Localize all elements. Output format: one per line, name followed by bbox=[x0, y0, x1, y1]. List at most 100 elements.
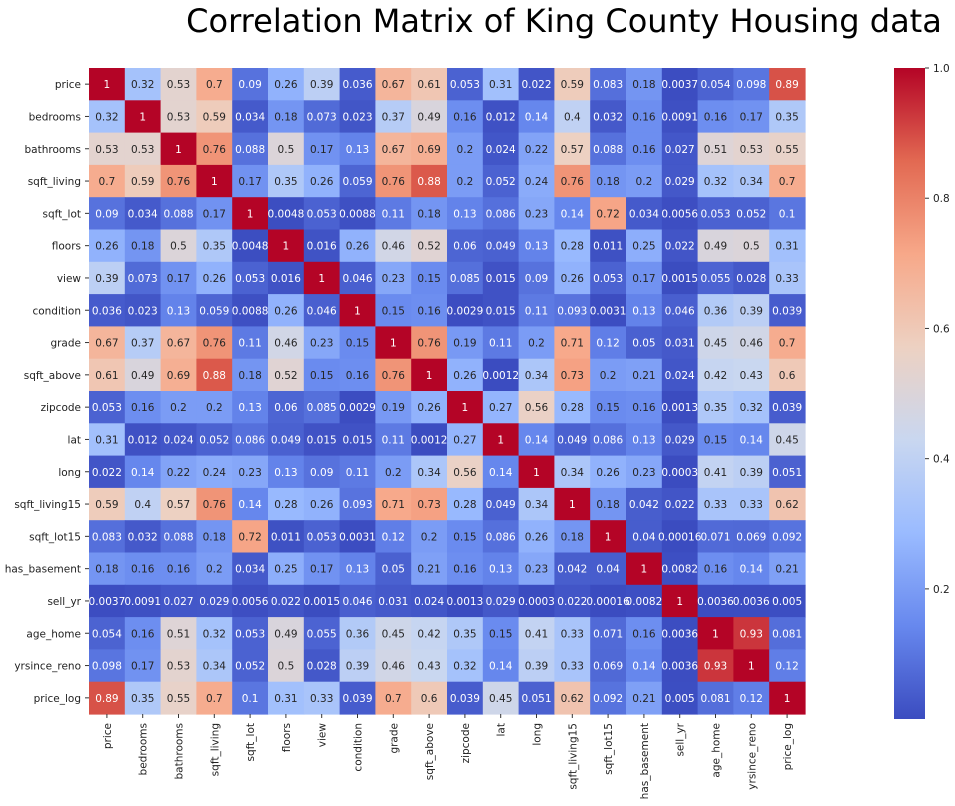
heatmap-cell-sqft_above-price_log bbox=[769, 358, 806, 392]
heatmap-cell-price_log-has_basement bbox=[626, 681, 663, 715]
heatmap-cell-sqft_above-sqft_lot15 bbox=[590, 358, 627, 392]
cell-value-label: 0.034 bbox=[629, 208, 659, 220]
heatmap-cell-has_basement-sqft_lot bbox=[232, 552, 269, 586]
cell-value-label: 0.17 bbox=[203, 208, 226, 220]
cell-value-label: 0.67 bbox=[382, 79, 405, 91]
heatmap-cell-sqft_living-lat bbox=[482, 164, 520, 198]
heatmap-cell-condition-sqft_lot15 bbox=[590, 294, 627, 327]
heatmap-cell-floors-sqft_above bbox=[411, 229, 448, 263]
colorbar-tick-label: 0.6 bbox=[933, 323, 950, 335]
cell-value-label: 0.022 bbox=[665, 499, 695, 511]
cell-value-label: 0.0031 bbox=[339, 531, 376, 543]
heatmap-cell-zipcode-bedrooms bbox=[124, 391, 162, 424]
heatmap-cell-age_home-has_basement bbox=[626, 617, 663, 650]
y-tick-label: sqft_lot15 bbox=[29, 531, 81, 543]
x-tick-label: yrsince_reno bbox=[746, 723, 758, 790]
cell-value-label: 0.33 bbox=[561, 628, 584, 640]
cell-value-label: 0.26 bbox=[453, 370, 477, 382]
cell-value-label: 0.053 bbox=[450, 79, 480, 91]
heatmap-cell-grade-sqft_lot bbox=[232, 326, 269, 360]
cell-value-label: 0.14 bbox=[632, 661, 656, 673]
cell-value-label: 0.45 bbox=[775, 434, 798, 446]
heatmap-cell-price-view bbox=[303, 68, 341, 101]
heatmap-cell-lat-price bbox=[89, 423, 126, 457]
heatmap-cell-sqft_living15-sell_yr bbox=[661, 487, 699, 521]
cell-value-label: 0.26 bbox=[596, 467, 620, 479]
cell-value-label: 0.039 bbox=[772, 402, 802, 414]
heatmap-cell-bathrooms-price_log bbox=[769, 132, 806, 166]
cell-value-label: 0.33 bbox=[704, 499, 727, 511]
heatmap-cell-price_log-bedrooms bbox=[124, 681, 162, 715]
cell-value-label: 0.0013 bbox=[447, 596, 484, 608]
heatmap-cell-yrsince_reno-sqft_living bbox=[196, 649, 233, 683]
heatmap-cell-sqft_living-has_basement bbox=[626, 164, 663, 198]
heatmap-cell-condition-long bbox=[518, 294, 555, 327]
cell-value-label: 0.17 bbox=[167, 273, 190, 285]
cell-value-label: 0.71 bbox=[382, 499, 405, 511]
cell-value-label: 0.015 bbox=[307, 434, 337, 446]
heatmap-cell-price-bedrooms bbox=[124, 68, 162, 101]
cell-value-label: 0.26 bbox=[346, 241, 370, 253]
heatmap-cell-condition-grade bbox=[375, 294, 412, 327]
cell-value-label: 0.088 bbox=[235, 144, 265, 156]
heatmap-cell-lat-sqft_lot bbox=[232, 423, 269, 457]
cell-value-label: 0.17 bbox=[740, 111, 763, 123]
heatmap-cell-price_log-sqft_above bbox=[411, 681, 448, 715]
heatmap-cell-sqft_above-age_home bbox=[697, 358, 734, 392]
heatmap-cell-has_basement-sqft_above bbox=[411, 552, 448, 586]
cell-value-label: 0.18 bbox=[632, 79, 655, 91]
heatmap-cell-lat-bedrooms bbox=[124, 423, 162, 457]
cell-value-label: 0.022 bbox=[521, 79, 551, 91]
cell-value-label: 0.016 bbox=[307, 241, 337, 253]
heatmap-cell-bathrooms-sqft_lot15 bbox=[590, 132, 627, 166]
heatmap-cell-yrsince_reno-yrsince_reno bbox=[733, 649, 770, 683]
heatmap-cell-has_basement-bathrooms bbox=[160, 552, 197, 586]
y-tick-label: yrsince_reno bbox=[14, 661, 81, 673]
heatmap-cell-price_log-sell_yr bbox=[661, 681, 699, 715]
cell-value-label: 0.005 bbox=[772, 596, 802, 608]
cell-value-label: 0.071 bbox=[700, 531, 730, 543]
cell-value-label: 0.14 bbox=[131, 467, 155, 479]
heatmap-cell-price-bathrooms bbox=[160, 68, 197, 101]
y-tick-label: long bbox=[58, 467, 81, 479]
cell-value-label: 0.046 bbox=[665, 305, 695, 317]
heatmap-cell-sqft_living-sqft_living bbox=[196, 164, 233, 198]
heatmap-cell-zipcode-sell_yr bbox=[661, 391, 699, 424]
heatmap-cell-grade-sqft_living15 bbox=[554, 326, 591, 360]
heatmap-cell-bathrooms-condition bbox=[339, 132, 376, 166]
cell-value-label: 0.88 bbox=[417, 176, 440, 188]
cell-value-label: 0.016 bbox=[271, 273, 301, 285]
heatmap-cell-sqft_living15-yrsince_reno bbox=[733, 487, 770, 521]
heatmap-cell-condition-zipcode bbox=[447, 294, 484, 327]
cell-value-label: 0.0036 bbox=[697, 596, 734, 608]
heatmap-cell-grade-price_log bbox=[769, 326, 806, 360]
cell-value-label: 0.15 bbox=[346, 338, 369, 350]
heatmap-cell-price-condition bbox=[339, 68, 376, 101]
cell-value-label: 0.0012 bbox=[482, 370, 519, 382]
heatmap-cell-price-sell_yr bbox=[661, 68, 699, 101]
heatmap-cell-bathrooms-lat bbox=[482, 132, 520, 166]
heatmap-cell-yrsince_reno-sqft_lot bbox=[232, 649, 269, 683]
cell-value-label: 0.024 bbox=[665, 370, 695, 382]
cell-value-label: 0.6 bbox=[421, 693, 438, 705]
heatmap-cell-price-sqft_living bbox=[196, 68, 233, 101]
cell-value-label: 0.26 bbox=[561, 273, 585, 285]
cell-value-label: 0.012 bbox=[486, 111, 516, 123]
heatmap-cell-zipcode-sqft_living15 bbox=[554, 391, 591, 424]
cell-value-label: 0.09 bbox=[310, 467, 333, 479]
heatmap-cell-price-sqft_lot15 bbox=[590, 68, 627, 101]
cell-value-label: 0.16 bbox=[704, 111, 728, 123]
cell-value-label: 0.26 bbox=[274, 79, 298, 91]
cell-value-label: 0.53 bbox=[131, 144, 154, 156]
cell-value-label: 0.41 bbox=[704, 467, 727, 479]
cell-value-label: 0.34 bbox=[561, 467, 585, 479]
cell-value-label: 0.89 bbox=[95, 693, 118, 705]
cell-value-label: 0.18 bbox=[203, 531, 226, 543]
heatmap-cell-view-zipcode bbox=[447, 261, 484, 295]
heatmap-cell-sqft_living-sqft_living15 bbox=[554, 164, 591, 198]
cell-value-label: 0.7 bbox=[206, 693, 223, 705]
cell-value-label: 0.35 bbox=[453, 628, 476, 640]
cell-value-label: 0.0056 bbox=[232, 596, 269, 608]
heatmap-cell-sqft_lot-sqft_lot15 bbox=[590, 197, 627, 231]
heatmap-cell-bedrooms-condition bbox=[339, 100, 376, 134]
